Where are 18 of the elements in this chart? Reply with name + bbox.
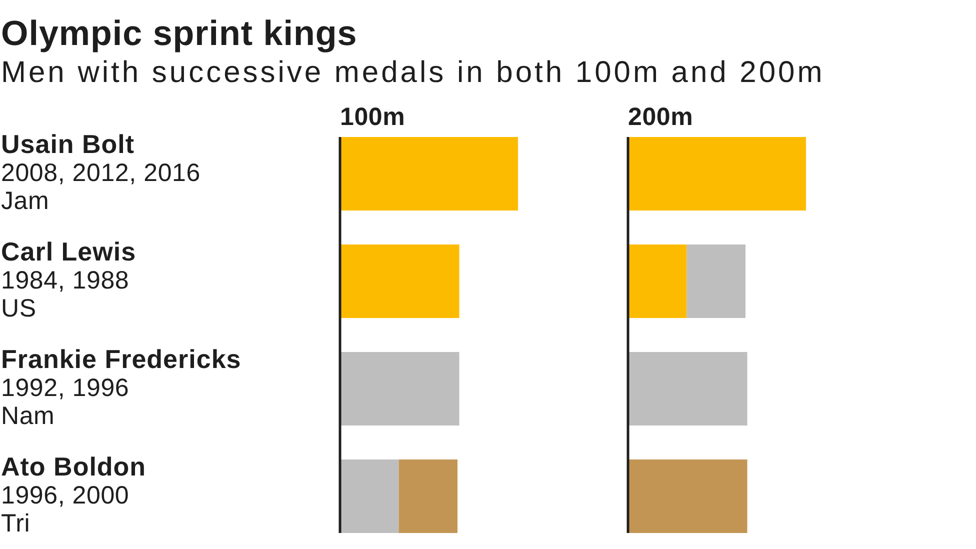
bar bbox=[340, 244, 460, 318]
text: Olympic sprint kings bbox=[1, 14, 358, 53]
bar bbox=[686, 244, 746, 318]
bar bbox=[628, 244, 687, 318]
text: Men with successive medals in both 100m and 200m bbox=[1, 56, 825, 89]
chart-title: 200m bbox=[628, 103, 694, 131]
bar bbox=[628, 352, 748, 426]
bar bbox=[628, 137, 806, 211]
bar bbox=[340, 459, 399, 533]
y-tick-label: Ato Boldon 1996, 2000 Tri bbox=[1, 451, 146, 538]
bar bbox=[340, 137, 518, 211]
bar bbox=[398, 459, 458, 533]
chart-title: 100m bbox=[340, 103, 406, 131]
y-tick-label: Carl Lewis 1984, 1988 US bbox=[1, 236, 136, 322]
bar bbox=[340, 352, 460, 426]
y-tick-label: Frankie Fredericks 1992, 1996 Nam bbox=[1, 344, 242, 430]
bar bbox=[628, 459, 748, 533]
y-tick-label: Usain Bolt 2008, 2012, 2016 Jam bbox=[1, 129, 200, 215]
